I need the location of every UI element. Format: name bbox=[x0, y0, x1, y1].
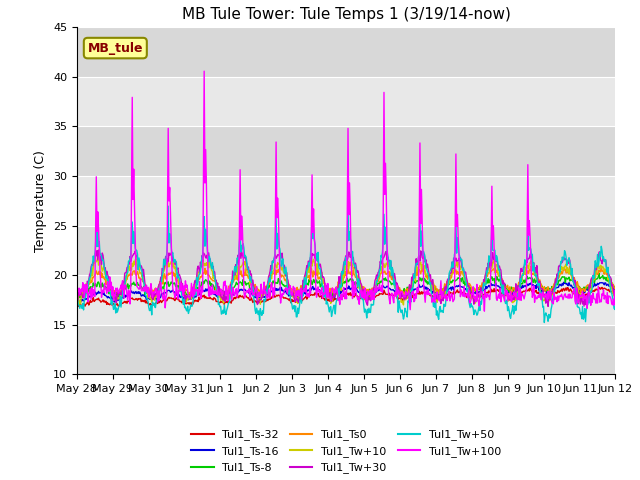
Tul1_Ts-16 bbox=[612, 286, 620, 291]
Tul1_Ts-16 bbox=[412, 286, 420, 292]
Line: Tul1_Tw+10: Tul1_Tw+10 bbox=[77, 256, 616, 305]
Tul1_Ts-32 bbox=[222, 300, 230, 305]
Line: Tul1_Ts-32: Tul1_Ts-32 bbox=[77, 288, 616, 306]
Bar bbox=[77, 27, 616, 77]
Tul1_Ts-32 bbox=[598, 285, 606, 290]
Tul1_Ts-16 bbox=[193, 292, 201, 298]
Bar bbox=[77, 176, 616, 226]
Tul1_Ts-8 bbox=[73, 292, 81, 298]
Line: Tul1_Tw+50: Tul1_Tw+50 bbox=[77, 206, 616, 323]
Tul1_Tw+30 bbox=[193, 265, 201, 271]
Tul1_Ts-16 bbox=[560, 279, 568, 285]
Legend: Tul1_Ts-32, Tul1_Ts-16, Tul1_Ts-8, Tul1_Ts0, Tul1_Tw+10, Tul1_Tw+30, Tul1_Tw+50,: Tul1_Ts-32, Tul1_Ts-16, Tul1_Ts-8, Tul1_… bbox=[187, 425, 506, 478]
Tul1_Ts-16 bbox=[222, 296, 230, 301]
Line: Tul1_Ts0: Tul1_Ts0 bbox=[77, 266, 616, 297]
Tul1_Ts0 bbox=[146, 294, 154, 300]
Tul1_Tw+100 bbox=[83, 290, 90, 296]
Tul1_Tw+10 bbox=[193, 278, 201, 284]
Tul1_Tw+50 bbox=[540, 320, 548, 325]
Tul1_Ts0 bbox=[612, 286, 620, 292]
Tul1_Tw+50 bbox=[193, 282, 201, 288]
Tul1_Ts-32 bbox=[76, 303, 83, 309]
Tul1_Tw+100 bbox=[481, 308, 488, 314]
Tul1_Ts0 bbox=[138, 276, 146, 282]
Tul1_Ts-8 bbox=[612, 286, 620, 291]
Tul1_Ts-8 bbox=[139, 286, 147, 291]
Line: Tul1_Tw+100: Tul1_Tw+100 bbox=[77, 71, 616, 311]
Tul1_Tw+50 bbox=[428, 295, 436, 301]
Line: Tul1_Tw+30: Tul1_Tw+30 bbox=[77, 250, 616, 306]
Tul1_Ts-8 bbox=[595, 271, 603, 276]
Tul1_Tw+10 bbox=[413, 268, 420, 274]
Tul1_Tw+30 bbox=[412, 256, 420, 262]
Tul1_Tw+100 bbox=[193, 288, 200, 294]
Tul1_Ts-8 bbox=[412, 278, 420, 284]
Tul1_Ts-16 bbox=[139, 292, 147, 298]
Tul1_Ts0 bbox=[412, 269, 420, 275]
Line: Tul1_Ts-8: Tul1_Ts-8 bbox=[77, 274, 616, 299]
Tul1_Ts-8 bbox=[113, 296, 121, 302]
Text: MB_tule: MB_tule bbox=[88, 42, 143, 55]
Tul1_Ts-32 bbox=[83, 300, 91, 305]
Tul1_Ts0 bbox=[83, 285, 90, 291]
Tul1_Tw+100 bbox=[222, 292, 230, 298]
Tul1_Tw+100 bbox=[412, 295, 420, 301]
Tul1_Tw+50 bbox=[138, 268, 146, 274]
Tul1_Ts-8 bbox=[428, 285, 436, 291]
Tul1_Tw+30 bbox=[83, 285, 90, 290]
Bar bbox=[77, 275, 616, 325]
Tul1_Ts-16 bbox=[83, 295, 91, 301]
Tul1_Tw+50 bbox=[612, 302, 620, 308]
Tul1_Ts0 bbox=[193, 280, 201, 286]
Tul1_Tw+10 bbox=[399, 302, 407, 308]
Tul1_Tw+50 bbox=[222, 312, 230, 317]
Tul1_Tw+100 bbox=[73, 295, 81, 300]
Line: Tul1_Ts-16: Tul1_Ts-16 bbox=[77, 282, 616, 302]
Title: MB Tule Tower: Tule Temps 1 (3/19/14-now): MB Tule Tower: Tule Temps 1 (3/19/14-now… bbox=[182, 7, 511, 22]
Tul1_Tw+10 bbox=[139, 274, 147, 279]
Tul1_Tw+100 bbox=[138, 288, 146, 294]
Tul1_Tw+100 bbox=[200, 68, 208, 74]
Tul1_Ts0 bbox=[428, 279, 436, 285]
Tul1_Ts-32 bbox=[139, 299, 147, 304]
Tul1_Ts-8 bbox=[83, 289, 90, 295]
Tul1_Tw+10 bbox=[612, 290, 620, 296]
Tul1_Tw+100 bbox=[428, 300, 436, 305]
Bar bbox=[77, 77, 616, 126]
Tul1_Tw+30 bbox=[95, 247, 102, 253]
Tul1_Ts-32 bbox=[412, 291, 420, 297]
Tul1_Ts0 bbox=[73, 288, 81, 294]
Tul1_Tw+10 bbox=[73, 296, 81, 302]
Tul1_Tw+50 bbox=[73, 297, 81, 302]
Tul1_Tw+30 bbox=[544, 303, 552, 309]
Tul1_Ts-16 bbox=[428, 290, 436, 296]
Tul1_Tw+30 bbox=[139, 274, 147, 279]
Y-axis label: Temperature (C): Temperature (C) bbox=[35, 150, 47, 252]
Bar bbox=[77, 325, 616, 374]
Tul1_Ts-32 bbox=[73, 303, 81, 309]
Tul1_Tw+30 bbox=[612, 288, 620, 294]
Tul1_Ts-16 bbox=[77, 300, 84, 305]
Tul1_Tw+30 bbox=[222, 294, 230, 300]
Tul1_Ts-32 bbox=[612, 290, 620, 296]
Tul1_Tw+30 bbox=[428, 281, 436, 287]
Tul1_Ts0 bbox=[222, 291, 230, 297]
Tul1_Tw+50 bbox=[412, 261, 420, 266]
Tul1_Tw+10 bbox=[83, 290, 90, 296]
Tul1_Ts-16 bbox=[73, 298, 81, 304]
Tul1_Tw+10 bbox=[222, 296, 230, 302]
Tul1_Ts-32 bbox=[193, 298, 201, 303]
Tul1_Ts-32 bbox=[428, 293, 436, 299]
Bar bbox=[77, 226, 616, 275]
Tul1_Ts-8 bbox=[222, 291, 230, 297]
Tul1_Ts-8 bbox=[193, 285, 201, 290]
Bar bbox=[77, 126, 616, 176]
Tul1_Tw+50 bbox=[164, 203, 172, 209]
Tul1_Tw+100 bbox=[612, 292, 620, 298]
Tul1_Tw+10 bbox=[429, 287, 436, 293]
Tul1_Ts0 bbox=[597, 263, 605, 269]
Tul1_Tw+10 bbox=[94, 253, 102, 259]
Tul1_Tw+30 bbox=[73, 280, 81, 286]
Tul1_Tw+50 bbox=[83, 286, 90, 291]
